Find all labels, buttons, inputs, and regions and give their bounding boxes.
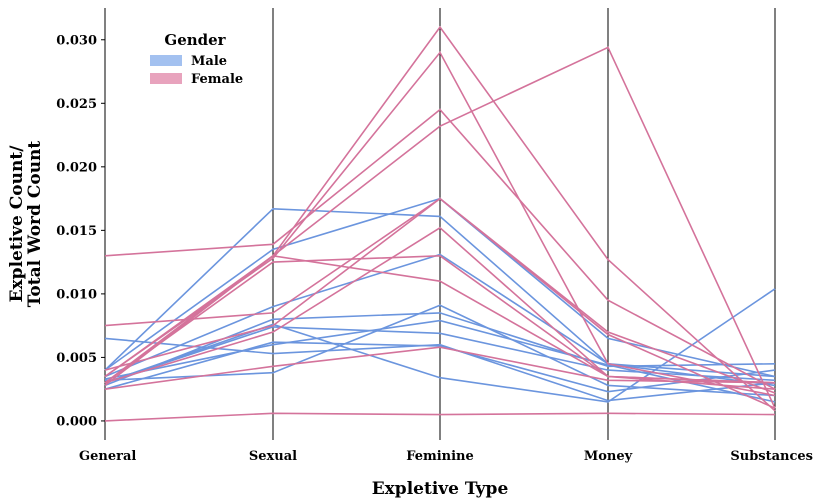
series-line-male-7 bbox=[104, 341, 776, 393]
category-label-substances: Substances bbox=[730, 449, 813, 464]
legend-swatch-male bbox=[150, 55, 182, 66]
y-ticks-group: 0.000 0.005 0.010 0.015 0.020 0.025 0.030 bbox=[56, 33, 105, 429]
y-axis-title-line1: Expletive Count/ bbox=[7, 145, 27, 303]
y-tick-label: 0.010 bbox=[56, 287, 97, 302]
y-axis-title: Expletive Count/ Total Word Count bbox=[7, 141, 45, 308]
y-tick-label: 0.030 bbox=[56, 33, 97, 48]
legend-swatch-female bbox=[150, 73, 182, 84]
legend-label-female: Female bbox=[191, 72, 243, 87]
y-tick-label: 0.005 bbox=[56, 351, 97, 366]
series-line-male-4 bbox=[104, 288, 776, 403]
category-labels-group: General Sexual Feminine Money Substances bbox=[79, 449, 813, 464]
series-line-male-5 bbox=[104, 253, 776, 387]
y-tick-label: 0.015 bbox=[56, 224, 97, 239]
category-label-sexual: Sexual bbox=[249, 449, 297, 464]
legend: Gender Male Female bbox=[150, 31, 243, 87]
series-line-female-20 bbox=[104, 197, 776, 394]
category-label-money: Money bbox=[584, 449, 633, 464]
series-lines-group bbox=[104, 25, 776, 422]
series-line-male-6 bbox=[104, 326, 776, 384]
legend-title: Gender bbox=[164, 31, 226, 49]
y-tick-label: 0.000 bbox=[56, 414, 97, 429]
series-line-female-17 bbox=[104, 226, 776, 384]
axes-group bbox=[104, 8, 776, 440]
series-line-male-1 bbox=[104, 207, 776, 378]
category-label-general: General bbox=[79, 449, 136, 464]
legend-label-male: Male bbox=[191, 54, 227, 69]
series-line-female-16 bbox=[104, 46, 776, 409]
category-label-feminine: Feminine bbox=[406, 449, 474, 464]
y-tick-label: 0.025 bbox=[56, 97, 97, 112]
series-line-female-10 bbox=[104, 108, 776, 390]
series-line-male-8 bbox=[104, 304, 776, 397]
series-line-male-9 bbox=[104, 319, 776, 403]
x-axis-title: Expletive Type bbox=[372, 479, 509, 499]
series-line-female-19 bbox=[104, 346, 776, 390]
y-axis-title-line2: Total Word Count bbox=[25, 141, 45, 308]
y-tick-label: 0.020 bbox=[56, 160, 97, 175]
series-line-male-3 bbox=[104, 312, 776, 387]
series-line-female-12 bbox=[104, 412, 776, 422]
